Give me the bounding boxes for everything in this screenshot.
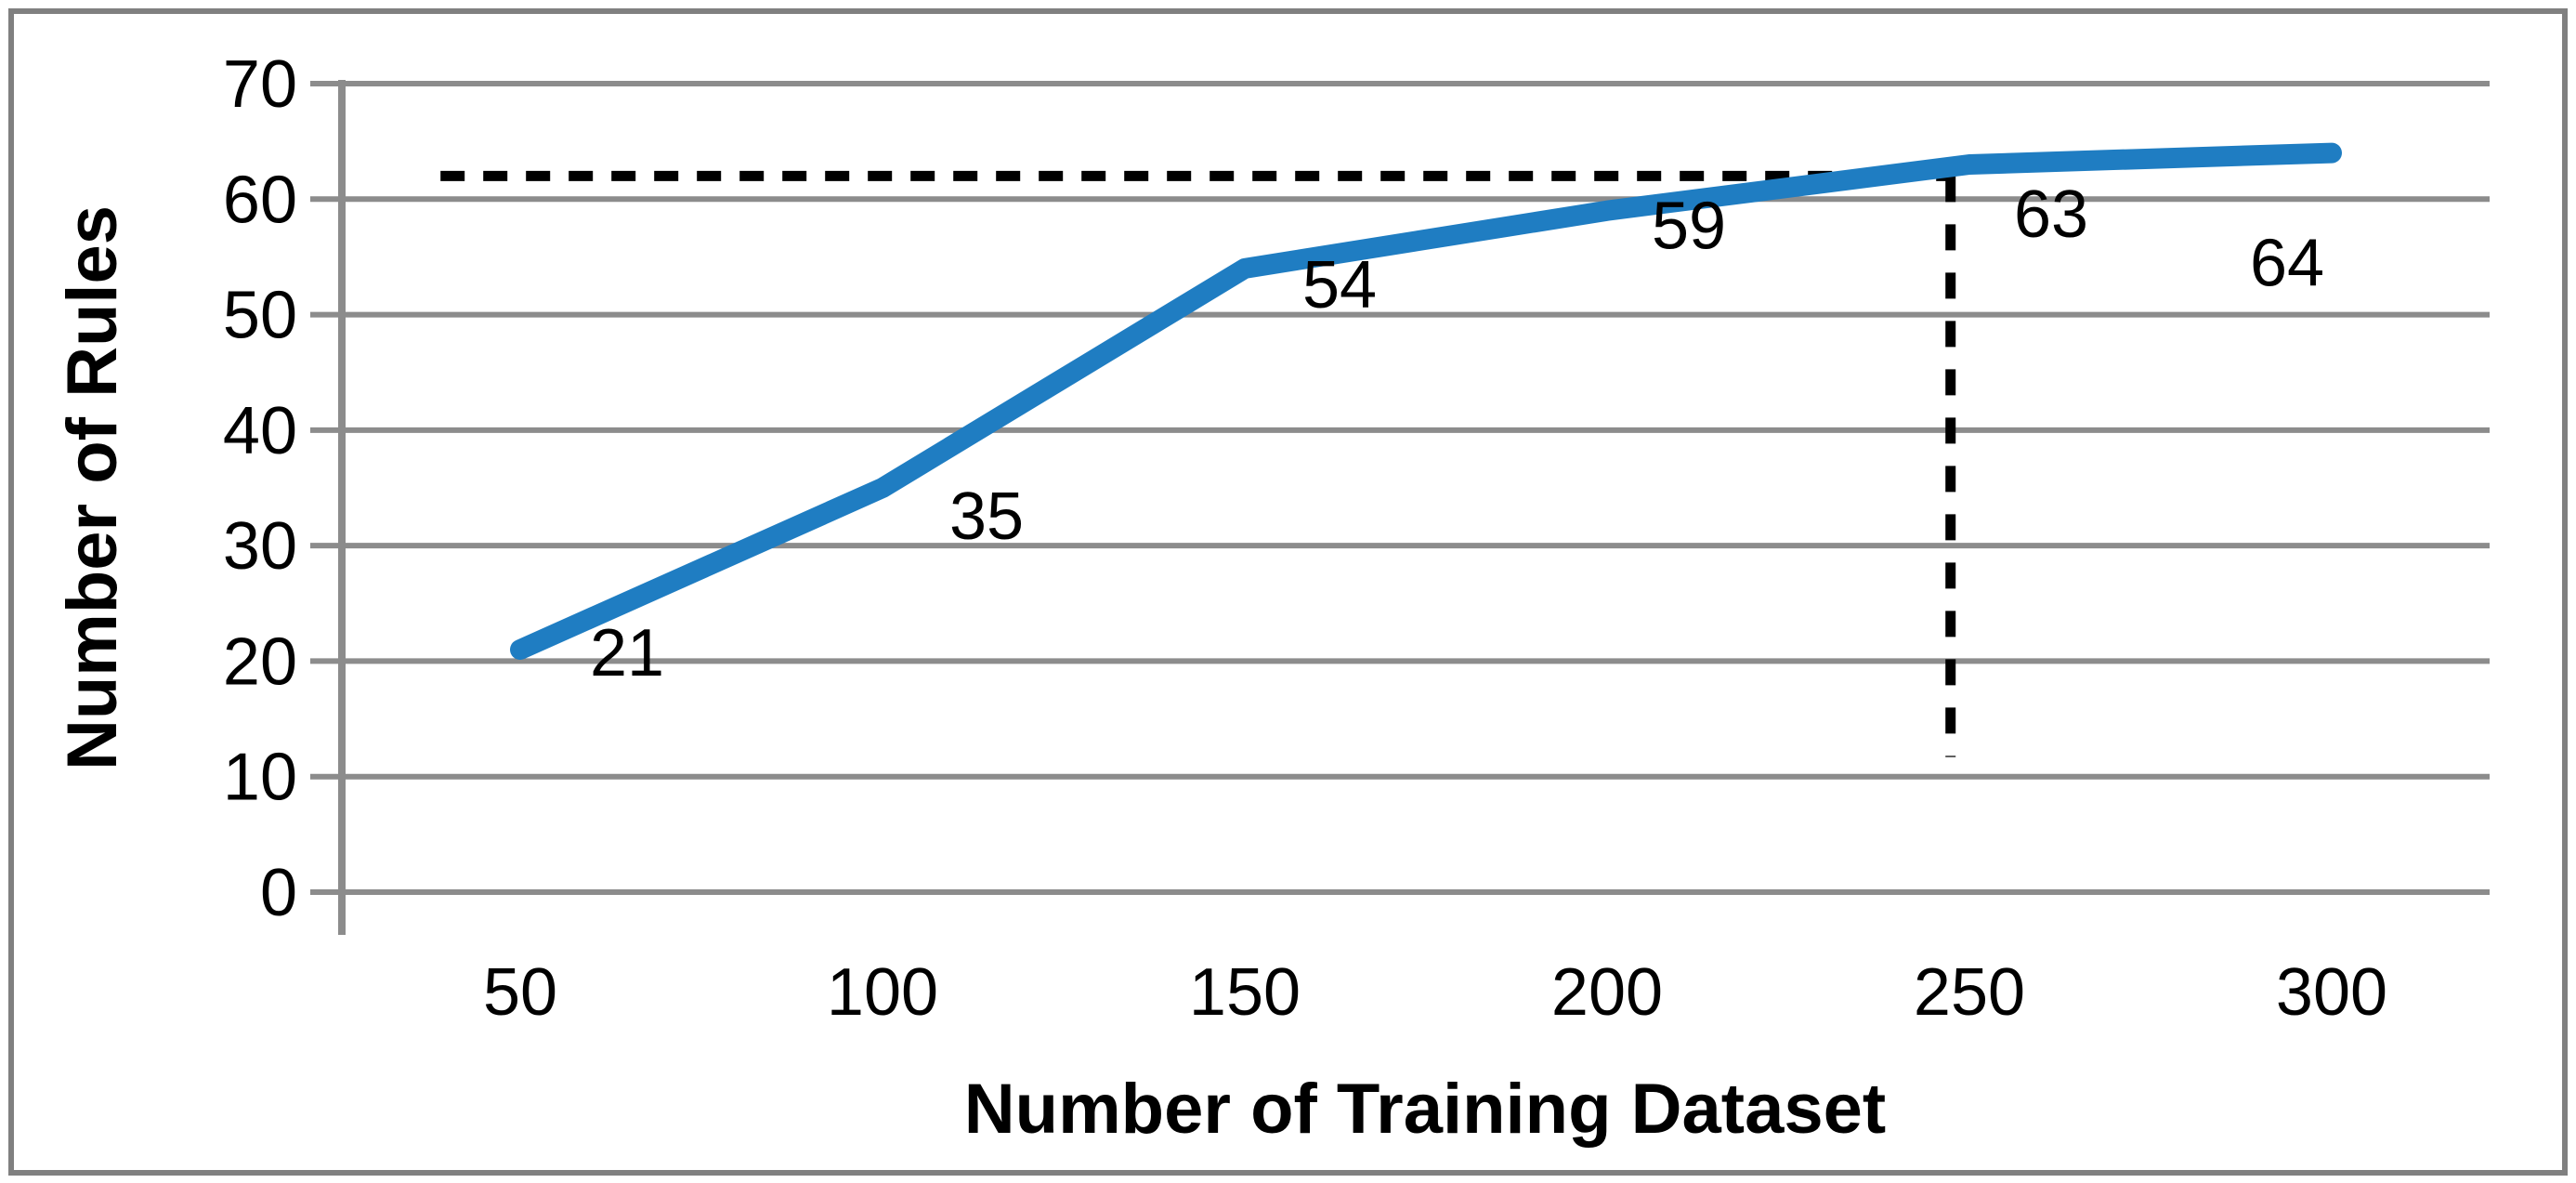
data-label: 59	[1652, 190, 1726, 264]
series-line	[510, 142, 2342, 660]
x-tick-label: 50	[483, 955, 557, 1030]
plot-area: 0 10 20 30 40 50 60 70 50 100 150 200 250 300 21 35 54 59…	[223, 47, 2490, 1030]
x-tick-label: 100	[827, 955, 938, 1030]
x-tick-label: 250	[1914, 955, 2025, 1030]
data-label: 63	[2014, 177, 2088, 252]
data-label: 21	[590, 616, 664, 690]
x-tick-label: 200	[1551, 955, 1663, 1030]
figure-border	[8, 8, 2568, 1176]
x-tick-label: 300	[2276, 955, 2387, 1030]
x-tick-label: 150	[1189, 955, 1301, 1030]
data-label: 64	[2250, 227, 2324, 301]
y-tick-label: 70	[223, 47, 297, 122]
y-axis-title: Number of Rules	[53, 205, 132, 770]
y-tick-label: 10	[223, 741, 297, 815]
y-tick-label: 0	[260, 856, 297, 930]
data-label: 35	[949, 480, 1024, 554]
y-tick-label: 40	[223, 394, 297, 468]
y-tick-label: 30	[223, 509, 297, 584]
x-axis-title: Number of Training Dataset	[964, 1070, 1886, 1149]
y-tick-label: 20	[223, 624, 297, 699]
y-tick-label: 60	[223, 163, 297, 237]
data-label: 54	[1302, 248, 1377, 322]
y-tick-label: 50	[223, 279, 297, 353]
y-gridlines: 0 10 20 30 40 50 60 70	[223, 47, 2490, 930]
